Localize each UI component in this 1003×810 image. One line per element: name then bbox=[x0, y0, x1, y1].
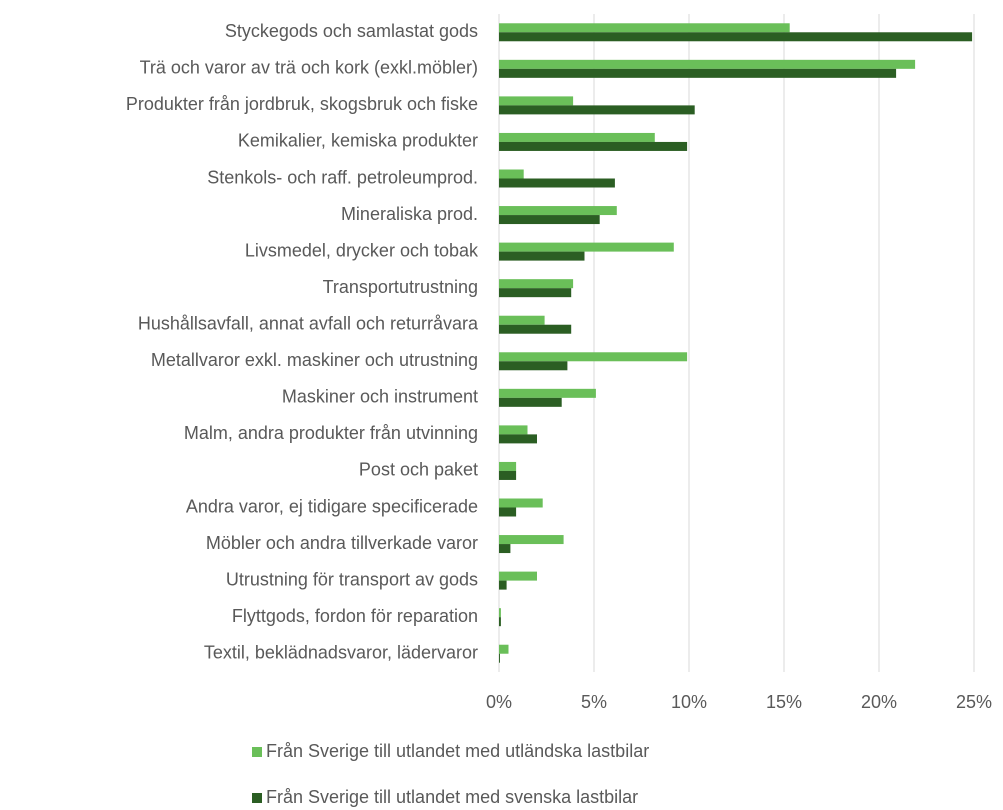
y-tick-label: Flyttgods, fordon för reparation bbox=[232, 606, 478, 626]
y-tick-label: Hushållsavfall, annat avfall och returrå… bbox=[138, 313, 479, 333]
bar bbox=[499, 397, 562, 407]
bar bbox=[499, 617, 501, 627]
x-tick-label: 25% bbox=[956, 692, 992, 712]
bar bbox=[499, 571, 537, 581]
x-tick-label: 10% bbox=[671, 692, 707, 712]
bar bbox=[499, 105, 695, 115]
bar bbox=[499, 653, 500, 663]
bar bbox=[499, 215, 600, 225]
bar bbox=[499, 461, 517, 471]
y-tick-label: Stenkols- och raff. petroleumprod. bbox=[207, 167, 478, 187]
bar bbox=[499, 535, 564, 545]
bar bbox=[499, 352, 688, 362]
x-tick-label: 20% bbox=[861, 692, 897, 712]
bar bbox=[499, 96, 574, 106]
bar bbox=[499, 206, 617, 216]
bar bbox=[499, 288, 572, 298]
legend-swatch bbox=[252, 793, 262, 803]
bar bbox=[499, 32, 973, 42]
y-tick-label: Kemikalier, kemiska produkter bbox=[238, 131, 478, 151]
legend-swatch bbox=[252, 747, 262, 757]
y-tick-label: Utrustning för transport av gods bbox=[226, 569, 478, 589]
bar bbox=[499, 132, 655, 142]
bar bbox=[499, 169, 524, 179]
bar bbox=[499, 544, 511, 554]
bar bbox=[499, 434, 537, 444]
bar bbox=[499, 141, 688, 151]
bar bbox=[499, 507, 517, 517]
bar bbox=[499, 59, 916, 69]
y-tick-label: Malm, andra produkter från utvinning bbox=[184, 423, 478, 443]
y-tick-label: Transportutrustning bbox=[323, 277, 478, 297]
bar bbox=[499, 644, 509, 654]
x-tick-label: 0% bbox=[486, 692, 512, 712]
y-tick-label: Mineraliska prod. bbox=[341, 204, 478, 224]
bar bbox=[499, 242, 674, 252]
y-tick-label: Styckegods och samlastat gods bbox=[225, 21, 478, 41]
bar bbox=[499, 178, 615, 188]
bar bbox=[499, 279, 574, 289]
bar bbox=[499, 580, 507, 590]
bar bbox=[499, 251, 585, 261]
bar bbox=[499, 23, 790, 33]
bar bbox=[499, 68, 897, 78]
bar bbox=[499, 498, 543, 508]
y-tick-label: Trä och varor av trä och kork (exkl.möbl… bbox=[140, 58, 478, 78]
y-tick-label: Produkter från jordbruk, skogsbruk och f… bbox=[126, 94, 478, 114]
y-tick-label: Maskiner och instrument bbox=[282, 387, 478, 407]
bar bbox=[499, 324, 572, 334]
bar bbox=[499, 608, 501, 618]
bar bbox=[499, 388, 596, 398]
legend-label: Från Sverige till utlandet med svenska l… bbox=[266, 787, 638, 807]
bar bbox=[499, 361, 568, 371]
y-tick-label: Metallvaror exkl. maskiner och utrustnin… bbox=[151, 350, 478, 370]
bar bbox=[499, 425, 528, 435]
bar bbox=[499, 315, 545, 325]
y-tick-label: Andra varor, ej tidigare specificerade bbox=[186, 496, 478, 516]
y-tick-label: Möbler och andra tillverkade varor bbox=[206, 533, 478, 553]
y-tick-label: Livsmedel, drycker och tobak bbox=[245, 240, 479, 260]
x-tick-label: 5% bbox=[581, 692, 607, 712]
x-tick-label: 15% bbox=[766, 692, 802, 712]
bar bbox=[499, 470, 517, 480]
y-tick-label: Post och paket bbox=[359, 460, 478, 480]
legend-label: Från Sverige till utlandet med utländska… bbox=[266, 741, 649, 761]
y-tick-label: Textil, beklädnadsvaror, lädervaror bbox=[204, 642, 478, 662]
